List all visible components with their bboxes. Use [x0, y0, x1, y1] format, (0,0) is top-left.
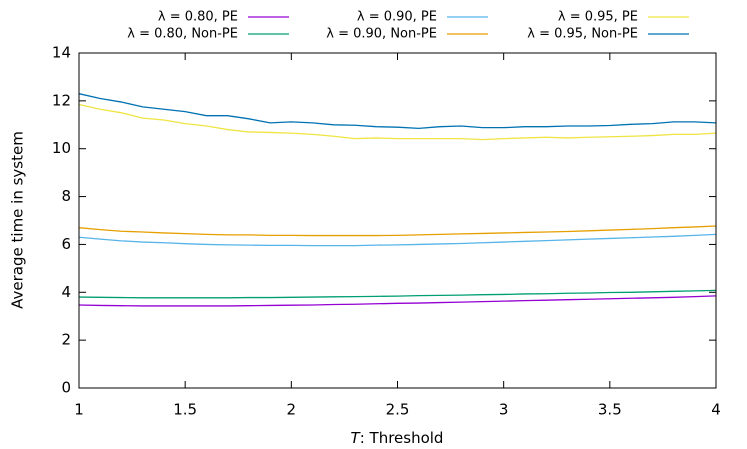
x-tick-label: 3.5	[598, 401, 622, 419]
series-line	[78, 103, 717, 141]
x-axis-label: T: Threshold	[351, 429, 444, 447]
series-line	[78, 233, 717, 247]
y-tick-label: 2	[61, 331, 71, 349]
legend-label: λ = 0.80, Non-PE	[127, 27, 238, 42]
y-axis-label: Average time in system	[9, 131, 27, 309]
legend-label: λ = 0.95, Non-PE	[527, 27, 638, 42]
series-line	[78, 289, 717, 299]
x-tick-label: 4	[711, 401, 721, 419]
plot-border	[78, 52, 717, 389]
y-tick-label: 10	[52, 139, 71, 157]
x-tick-label: 3	[499, 401, 509, 419]
y-tick-label: 0	[61, 379, 71, 397]
x-tick-label: 1.5	[173, 401, 197, 419]
x-tick-label: 2	[287, 401, 297, 419]
y-tick-label: 14	[52, 44, 71, 62]
x-tick-label: 2.5	[386, 401, 410, 419]
y-tick-label: 12	[52, 91, 71, 109]
legend-label: λ = 0.80, PE	[158, 10, 238, 25]
y-tick-label: 4	[61, 283, 71, 301]
legend-label: λ = 0.95, PE	[558, 10, 638, 25]
x-tick-label: 1	[74, 401, 84, 419]
series-line	[78, 225, 717, 237]
legend-label: λ = 0.90, Non-PE	[326, 27, 437, 42]
series-line	[78, 93, 717, 130]
x-axis-variable: T	[351, 429, 362, 447]
series-line	[78, 295, 717, 307]
y-tick-label: 6	[61, 235, 71, 253]
y-tick-label: 8	[61, 187, 71, 205]
x-axis-text: : Threshold	[360, 429, 444, 447]
legend-label: λ = 0.90, PE	[357, 10, 437, 25]
